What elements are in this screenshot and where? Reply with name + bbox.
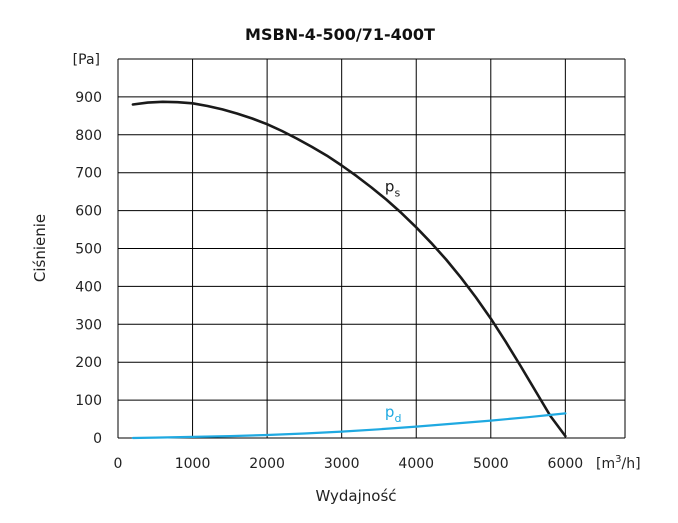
series-line-pd (131, 412, 567, 440)
x-tick-label: 1000 (175, 456, 211, 472)
x-unit-label: [m3/h] (596, 454, 641, 472)
x-tick-label: 0 (114, 456, 123, 472)
y-tick-label: 600 (75, 204, 102, 220)
y-tick-label: 100 (75, 393, 102, 409)
x-tick-label: 2000 (249, 456, 285, 472)
x-tick-label: 3000 (324, 456, 360, 472)
chart-title: MSBN-4-500/71-400T (245, 25, 435, 44)
series-label-sub: s (394, 187, 400, 200)
series-label-main: p (385, 403, 395, 421)
y-tick-label: 300 (75, 317, 102, 333)
x-unit-base: [m (596, 456, 615, 472)
x-tick-labels: 0 1000 2000 3000 4000 5000 6000 (114, 456, 584, 472)
series-label-pd: pd (385, 403, 402, 425)
series-line-ps (131, 100, 567, 438)
x-unit-sup: 3 (615, 454, 621, 465)
y-tick-label: 700 (75, 166, 102, 182)
x-axis-title: Wydajność (315, 487, 396, 505)
y-tick-labels: 0 100 200 300 400 500 600 700 800 900 (75, 90, 102, 447)
x-tick-label: 6000 (548, 456, 584, 472)
x-tick-label: 5000 (473, 456, 509, 472)
y-tick-label: 900 (75, 90, 102, 106)
series-label-sub: d (394, 412, 401, 425)
y-unit-label: [Pa] (73, 52, 100, 68)
grid (117, 58, 626, 439)
x-unit-rest: /h] (621, 456, 640, 472)
x-tick-label: 4000 (398, 456, 434, 472)
series-label-ps: ps (385, 178, 401, 200)
y-tick-label: 400 (75, 279, 102, 295)
y-tick-label: 800 (75, 128, 102, 144)
series-label-main: p (385, 178, 395, 196)
y-tick-label: 200 (75, 355, 102, 371)
y-tick-label: 500 (75, 242, 102, 258)
series-lines (131, 100, 567, 440)
y-axis-title: Ciśnienie (31, 214, 49, 282)
y-tick-label: 0 (93, 431, 102, 447)
